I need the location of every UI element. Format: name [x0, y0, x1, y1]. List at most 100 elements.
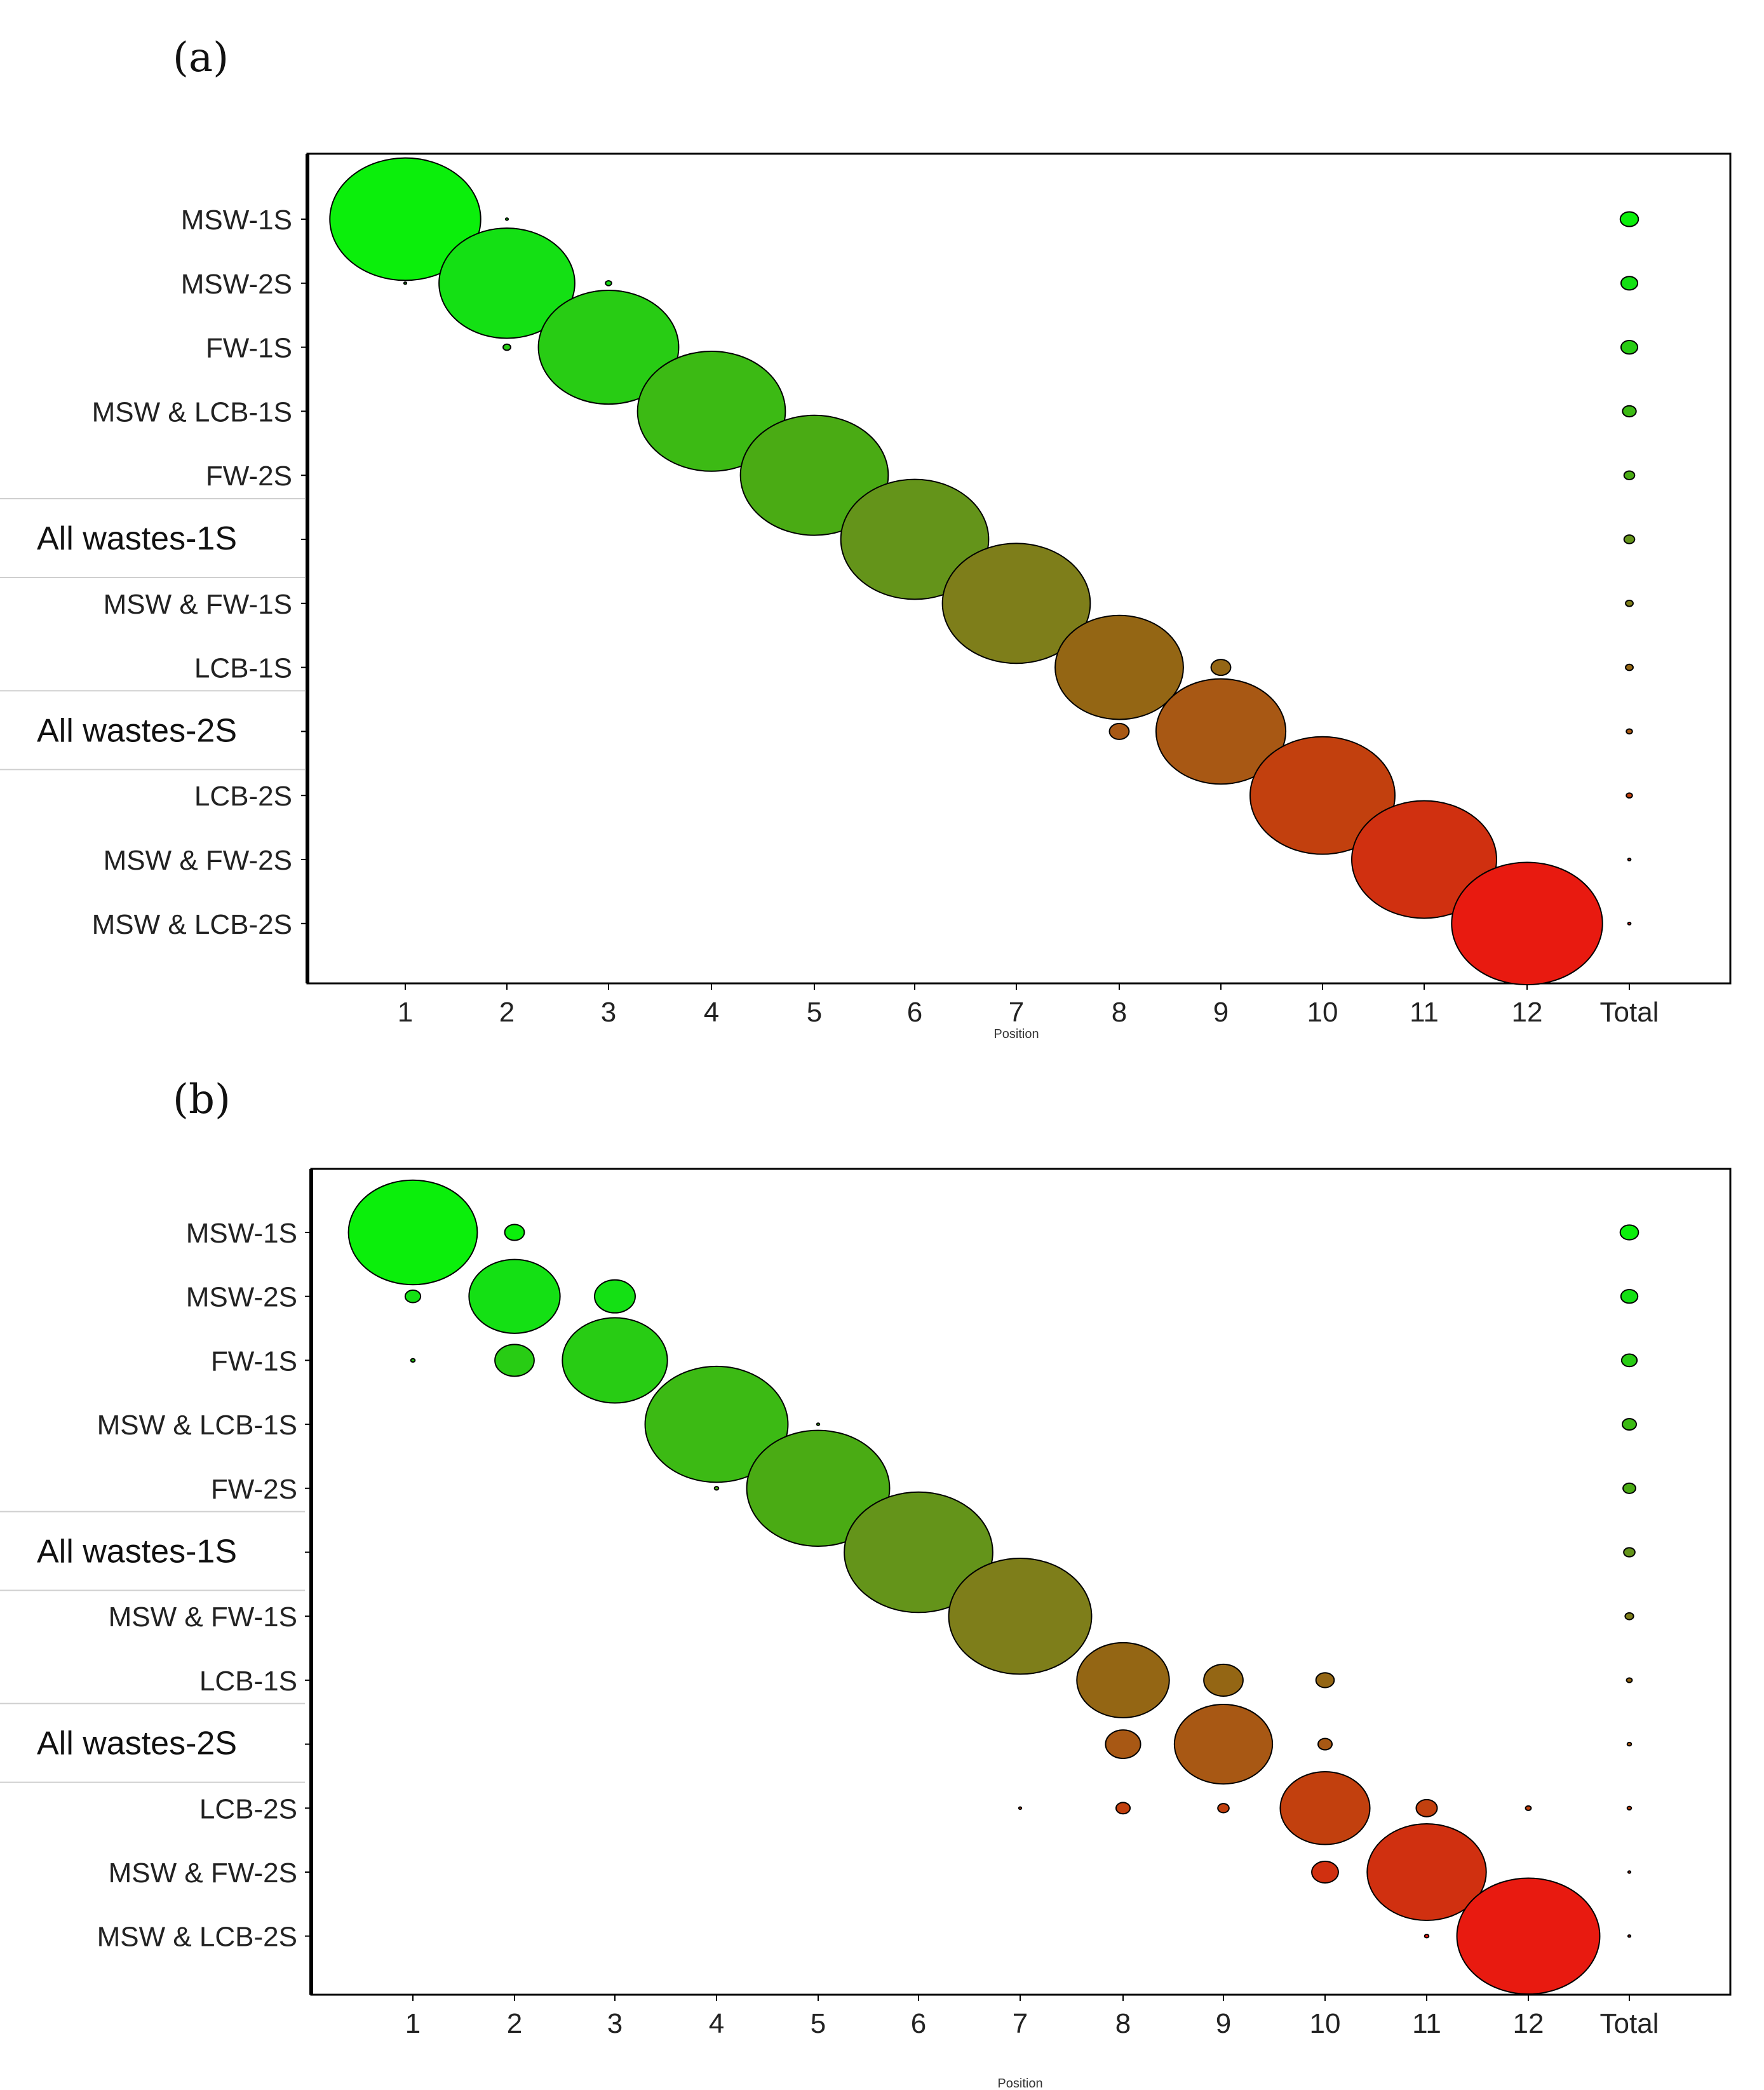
bubble	[1076, 1642, 1170, 1718]
bubble	[403, 281, 408, 285]
x-tick-label: 7	[1013, 2008, 1028, 2039]
bubble	[504, 1224, 525, 1241]
bubble	[329, 157, 481, 281]
bubble	[1619, 1224, 1639, 1241]
y-tick-label: LCB-2S	[194, 781, 292, 812]
y-tick-label: LCB-1S	[194, 653, 292, 684]
panel-a: (a) MSW-1S MSW-2S FW-1S MSW & LCB-1S FW-2S All…	[0, 34, 1732, 1041]
bubble	[1619, 211, 1639, 227]
y-tick-label: FW-1S	[211, 1345, 297, 1377]
bubble	[1626, 728, 1633, 735]
bubble	[594, 1279, 636, 1314]
bubble	[1623, 470, 1636, 480]
bubble	[1317, 1737, 1333, 1751]
y-tick-label: All wastes-1S	[37, 520, 237, 557]
y-tick-label: MSW-2S	[181, 269, 292, 300]
y-tick-label: FW-1S	[206, 333, 292, 364]
bubble	[1173, 1703, 1274, 1785]
y-tick-label: LCB-2S	[199, 1793, 297, 1824]
x-tick-label: 4	[709, 2008, 724, 2039]
bubble	[1210, 659, 1232, 677]
bubble	[840, 478, 990, 600]
bubble	[502, 343, 511, 351]
bubble	[1415, 1798, 1438, 1817]
bubble	[1623, 534, 1636, 544]
bubble	[1627, 1870, 1632, 1874]
bubble	[1108, 722, 1130, 740]
y-tick-label: MSW & LCB-2S	[92, 909, 292, 940]
bubble	[941, 543, 1091, 664]
bubble	[562, 1317, 668, 1404]
bubble	[1620, 1353, 1638, 1368]
x-axis-title: Position	[993, 1027, 1039, 1041]
y-tick-label: All wastes-2S	[37, 712, 237, 749]
bubble	[1105, 1729, 1141, 1759]
bubble	[1622, 1482, 1636, 1494]
bubble	[948, 1557, 1093, 1675]
bubble	[739, 414, 889, 536]
panel-b: (b) MSW-1S MSW-2S FW-1S MSW & LCB-1S FW-2S All…	[0, 1076, 1732, 2090]
y-tick-label: MSW & FW-1S	[109, 1601, 297, 1633]
bubble	[1451, 861, 1603, 986]
bubble	[347, 1179, 478, 1286]
bubble	[1525, 1805, 1532, 1811]
bubble	[1624, 1612, 1634, 1621]
y-tick-label: MSW & FW-2S	[109, 1857, 297, 1889]
bubble	[1217, 1803, 1230, 1814]
x-tick-label: 10	[1310, 2008, 1341, 2039]
bubble	[1627, 921, 1632, 926]
y-tick-label: All wastes-2S	[37, 1725, 237, 1762]
bubble	[1627, 1934, 1632, 1938]
bubble	[1626, 792, 1633, 799]
bubble	[1625, 599, 1634, 607]
x-tick-label: 9	[1213, 997, 1229, 1028]
x-tick-label: Total	[1600, 997, 1659, 1028]
x-tick-label: 5	[811, 2008, 826, 2039]
bubble	[1622, 405, 1637, 418]
bubble	[1626, 1677, 1633, 1683]
bubble	[746, 1429, 891, 1547]
x-tick-label: Total	[1600, 2008, 1659, 2039]
bubble	[1620, 276, 1639, 291]
bubble	[1351, 800, 1497, 919]
y-tick-label: MSW-1S	[181, 205, 292, 236]
x-tick-label: 12	[1513, 2008, 1544, 2039]
y-tick-label: MSW & LCB-2S	[97, 1922, 297, 1953]
y-tick-label: MSW & FW-1S	[104, 589, 292, 620]
y-tick-label: FW-2S	[206, 461, 292, 492]
bubble	[1311, 1861, 1339, 1884]
bubble	[605, 280, 612, 287]
bubble	[537, 290, 680, 405]
x-tick-label: 2	[507, 2008, 522, 2039]
y-tick-label: MSW & LCB-1S	[92, 396, 292, 428]
y-tick-label: MSW-1S	[186, 1218, 297, 1249]
bubble	[1456, 1877, 1601, 1995]
bubble	[504, 217, 509, 221]
y-tick-label: LCB-1S	[199, 1666, 297, 1697]
bubble	[713, 1486, 720, 1491]
x-tick-label: 8	[1112, 997, 1127, 1028]
bubble	[1315, 1672, 1335, 1689]
y-tick-label: MSW-2S	[186, 1282, 297, 1313]
bubble	[816, 1422, 821, 1426]
x-tick-label: 6	[907, 997, 922, 1028]
bubble	[1279, 1771, 1371, 1845]
bubble	[1626, 1741, 1633, 1747]
bubble	[844, 1491, 993, 1614]
panel-label: (b)	[173, 1076, 231, 1123]
bubble	[468, 1258, 561, 1334]
bubble	[438, 227, 576, 339]
x-tick-label: 1	[398, 997, 413, 1028]
y-tick-label: FW-2S	[211, 1474, 297, 1505]
x-tick-label: 2	[499, 997, 515, 1028]
y-tick-label: MSW & FW-2S	[104, 845, 292, 876]
x-tick-label: 1	[405, 2008, 421, 2039]
bubble	[404, 1289, 422, 1304]
y-tick-label: MSW & LCB-1S	[97, 1410, 297, 1441]
bubble	[1366, 1823, 1487, 1922]
x-tick-label: 10	[1307, 997, 1338, 1028]
bubble	[1626, 1805, 1633, 1810]
bubble	[1625, 663, 1634, 671]
x-tick-label: 8	[1115, 2008, 1131, 2039]
